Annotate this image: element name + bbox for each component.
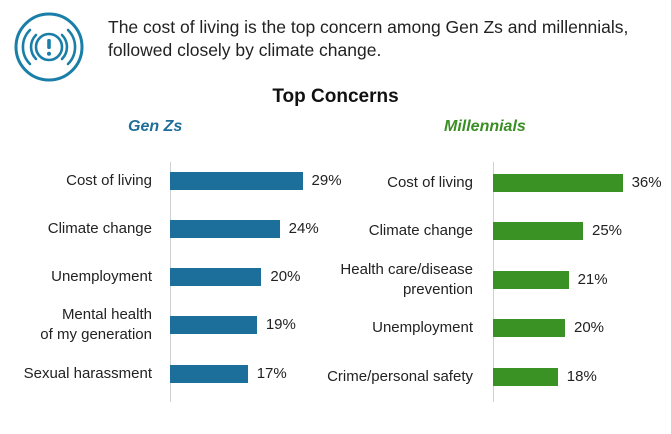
millennials-bar-chart: Cost of living 36% Climate change 25% Health… bbox=[300, 150, 671, 420]
headline: The cost of living is the top concern am… bbox=[108, 17, 629, 60]
genz-category-label: Sexual harassment bbox=[23, 365, 152, 382]
millennials-category-label: Health care/disease prevention bbox=[340, 261, 473, 298]
genz-value-label: 19% bbox=[265, 316, 296, 333]
millennials-bar bbox=[493, 319, 565, 337]
alert-exclamation-icon bbox=[14, 12, 84, 82]
genz-bar bbox=[170, 268, 262, 286]
millennials-value-label: 36% bbox=[631, 174, 662, 191]
millennials-category-label: Climate change bbox=[368, 222, 473, 239]
genz-category-label: Cost of living bbox=[66, 172, 152, 189]
genz-category-label: Climate change bbox=[47, 220, 152, 237]
millennials-category-label: Unemployment bbox=[372, 319, 473, 336]
millennials-value-label: 18% bbox=[566, 368, 597, 385]
genz-value-label: 29% bbox=[311, 172, 342, 189]
millennials-bar bbox=[493, 271, 569, 289]
millennials-value-label: 20% bbox=[574, 319, 605, 336]
millennials-bar bbox=[493, 368, 558, 386]
genz-value-label: 20% bbox=[270, 268, 301, 285]
genz-bar-chart: Cost of living 29% Climate change 24% Unempl… bbox=[0, 150, 342, 420]
millennials-category-label: Crime/personal safety bbox=[327, 368, 473, 385]
genz-bar bbox=[170, 220, 280, 238]
genz-bar bbox=[170, 172, 303, 190]
millennials-bar bbox=[493, 174, 623, 192]
genz-value-label: 17% bbox=[256, 365, 287, 382]
genz-category-label: Mental health of my generation bbox=[40, 306, 152, 343]
millennials-value-label: 25% bbox=[592, 222, 623, 239]
genz-value-label: 24% bbox=[288, 220, 319, 237]
genz-bar bbox=[170, 316, 257, 334]
genz-panel-title: Gen Zs bbox=[128, 118, 183, 135]
millennials-value-label: 21% bbox=[577, 271, 608, 288]
millennials-category-label: Cost of living bbox=[387, 174, 473, 191]
genz-bar bbox=[170, 365, 248, 383]
millennials-panel-title: Millennials bbox=[444, 118, 526, 135]
genz-category-label: Unemployment bbox=[51, 268, 152, 285]
millennials-bar bbox=[493, 222, 583, 240]
chart-title: Top Concerns bbox=[272, 86, 399, 107]
